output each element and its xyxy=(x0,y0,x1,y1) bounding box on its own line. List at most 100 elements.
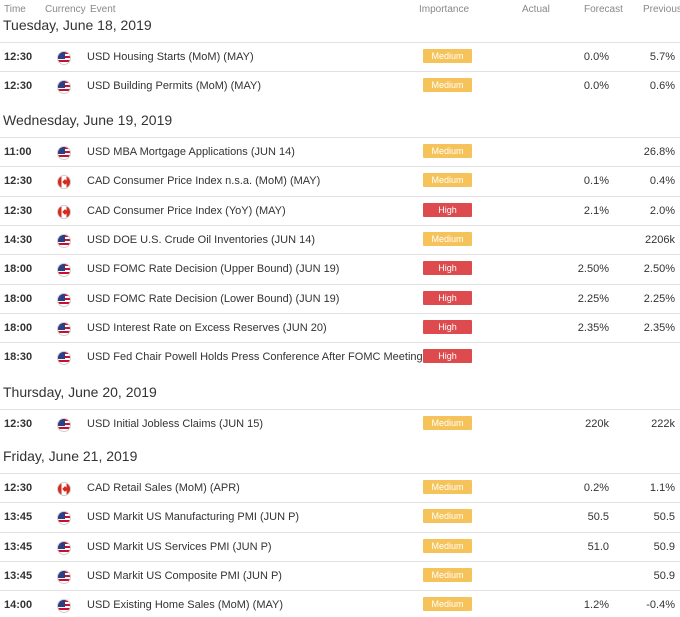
event-row[interactable]: 12:30 CAD Consumer Price Index n.s.a. (Mo… xyxy=(0,166,680,195)
event-title[interactable]: USD Markit US Manufacturing PMI (JUN P) xyxy=(87,511,300,523)
canada-flag-icon xyxy=(57,482,71,496)
forecast-value: 50.5 xyxy=(587,511,609,523)
forecast-value: 2.50% xyxy=(577,263,609,275)
event-title[interactable]: USD Initial Jobless Claims (JUN 15) xyxy=(87,418,264,430)
event-title[interactable]: USD Interest Rate on Excess Reserves (JU… xyxy=(87,322,327,334)
forecast-value: 1.2% xyxy=(583,599,609,611)
event-title[interactable]: CAD Retail Sales (MoM) (APR) xyxy=(87,482,240,494)
event-title[interactable]: USD Building Permits (MoM) (MAY) xyxy=(87,80,261,92)
event-row[interactable]: 12:30 CAD Retail Sales (MoM) (APR) Medium 0… xyxy=(0,473,680,502)
event-row[interactable]: 12:30 USD Housing Starts (MoM) (MAY) Mediu… xyxy=(0,42,680,71)
event-title[interactable]: USD MBA Mortgage Applications (JUN 14) xyxy=(87,146,295,158)
event-title[interactable]: CAD Consumer Price Index (YoY) (MAY) xyxy=(87,205,286,217)
importance-badge: Medium xyxy=(423,597,472,611)
event-time: 14:30 xyxy=(4,234,33,246)
importance-badge: High xyxy=(423,320,472,334)
event-row[interactable]: 18:00 USD FOMC Rate Decision (Lower Bound… xyxy=(0,284,680,313)
previous-value: 50.9 xyxy=(653,570,675,582)
event-time: 18:00 xyxy=(4,322,33,334)
importance-badge: Medium xyxy=(423,509,472,523)
day-heading: Wednesday, June 19, 2019 xyxy=(3,112,173,128)
importance-badge: High xyxy=(423,203,472,217)
importance-badge: High xyxy=(423,291,472,305)
event-row[interactable]: 12:30 CAD Consumer Price Index (YoY) (MAY… xyxy=(0,196,680,225)
event-title[interactable]: USD Fed Chair Powell Holds Press Confere… xyxy=(87,351,423,363)
event-title[interactable]: USD FOMC Rate Decision (Lower Bound) (JU… xyxy=(87,293,340,305)
event-row[interactable]: 18:00 USD Interest Rate on Excess Reserve… xyxy=(0,313,680,342)
header-forecast[interactable]: Forecast xyxy=(584,4,623,15)
event-row[interactable]: 11:00 USD MBA Mortgage Applications (JUN … xyxy=(0,137,680,166)
us-flag-icon xyxy=(57,80,71,94)
previous-value: 2.25% xyxy=(643,293,675,305)
event-row[interactable]: 13:45 USD Markit US Services PMI (JUN P) M… xyxy=(0,532,680,561)
event-title[interactable]: USD Markit US Services PMI (JUN P) xyxy=(87,541,272,553)
importance-badge: Medium xyxy=(423,144,472,158)
canada-flag-icon xyxy=(57,175,71,189)
event-row[interactable]: 12:30 USD Initial Jobless Claims (JUN 15)… xyxy=(0,409,680,438)
us-flag-icon xyxy=(57,511,71,525)
forecast-value: 2.1% xyxy=(583,205,609,217)
previous-value: 1.1% xyxy=(649,482,675,494)
previous-value: 2.50% xyxy=(643,263,675,275)
header-actual[interactable]: Actual xyxy=(522,4,550,15)
event-row[interactable]: 18:00 USD FOMC Rate Decision (Upper Bound… xyxy=(0,254,680,283)
us-flag-icon xyxy=(57,541,71,555)
event-row[interactable]: 18:30 USD Fed Chair Powell Holds Press Co… xyxy=(0,342,680,371)
event-time: 14:00 xyxy=(4,599,33,611)
forecast-value: 51.0 xyxy=(587,541,609,553)
importance-badge: Medium xyxy=(423,232,472,246)
previous-value: 2.0% xyxy=(649,205,675,217)
canada-flag-icon xyxy=(57,205,71,219)
forecast-value: 2.25% xyxy=(577,293,609,305)
event-title[interactable]: USD Housing Starts (MoM) (MAY) xyxy=(87,51,254,63)
event-time: 11:00 xyxy=(4,146,32,158)
forecast-value: 0.2% xyxy=(583,482,609,494)
previous-value: 0.6% xyxy=(649,80,675,92)
importance-badge: Medium xyxy=(423,539,472,553)
forecast-value: 2.35% xyxy=(577,322,609,334)
header-currency[interactable]: Currency xyxy=(45,4,86,15)
event-row[interactable]: 14:30 USD DOE U.S. Crude Oil Inventories … xyxy=(0,225,680,254)
event-row[interactable]: 13:45 USD Markit US Composite PMI (JUN P)… xyxy=(0,561,680,590)
us-flag-icon xyxy=(57,263,71,277)
header-previous[interactable]: Previous xyxy=(643,4,680,15)
calendar-header: Time Currency Event Importance Actual Fo… xyxy=(0,0,680,16)
day-heading: Thursday, June 20, 2019 xyxy=(3,384,157,400)
previous-value: 50.5 xyxy=(653,511,675,523)
header-importance[interactable]: Importance xyxy=(419,4,470,15)
previous-value: 2.35% xyxy=(643,322,675,334)
previous-value: 5.7% xyxy=(649,51,675,63)
importance-badge: Medium xyxy=(423,78,472,92)
us-flag-icon xyxy=(57,293,71,307)
us-flag-icon xyxy=(57,322,71,336)
event-time: 12:30 xyxy=(4,80,33,92)
header-time[interactable]: Time xyxy=(4,4,26,15)
event-time: 12:30 xyxy=(4,175,33,187)
importance-badge: Medium xyxy=(423,568,472,582)
event-time: 18:00 xyxy=(4,293,33,305)
forecast-value: 0.1% xyxy=(583,175,609,187)
us-flag-icon xyxy=(57,146,71,160)
event-title[interactable]: USD Existing Home Sales (MoM) (MAY) xyxy=(87,599,283,611)
forecast-value: 0.0% xyxy=(583,80,609,92)
previous-value: 26.8% xyxy=(643,146,675,158)
previous-value: 0.4% xyxy=(649,175,675,187)
event-title[interactable]: CAD Consumer Price Index n.s.a. (MoM) (M… xyxy=(87,175,321,187)
event-row[interactable]: 14:00 USD Existing Home Sales (MoM) (MAY)… xyxy=(0,590,680,617)
event-title[interactable]: USD Markit US Composite PMI (JUN P) xyxy=(87,570,282,582)
importance-badge: Medium xyxy=(423,49,472,63)
event-title[interactable]: USD FOMC Rate Decision (Upper Bound) (JU… xyxy=(87,263,340,275)
event-time: 12:30 xyxy=(4,51,33,63)
header-event[interactable]: Event xyxy=(90,4,116,15)
previous-value: 222k xyxy=(651,418,675,430)
previous-value: -0.4% xyxy=(646,599,675,611)
event-title[interactable]: USD DOE U.S. Crude Oil Inventories (JUN … xyxy=(87,234,316,246)
event-row[interactable]: 13:45 USD Markit US Manufacturing PMI (JU… xyxy=(0,502,680,531)
event-time: 13:45 xyxy=(4,570,33,582)
event-time: 18:30 xyxy=(4,351,33,363)
event-time: 12:30 xyxy=(4,418,33,430)
event-time: 13:45 xyxy=(4,541,33,553)
importance-badge: High xyxy=(423,261,472,275)
importance-badge: Medium xyxy=(423,416,472,430)
event-row[interactable]: 12:30 USD Building Permits (MoM) (MAY) Med… xyxy=(0,71,680,100)
